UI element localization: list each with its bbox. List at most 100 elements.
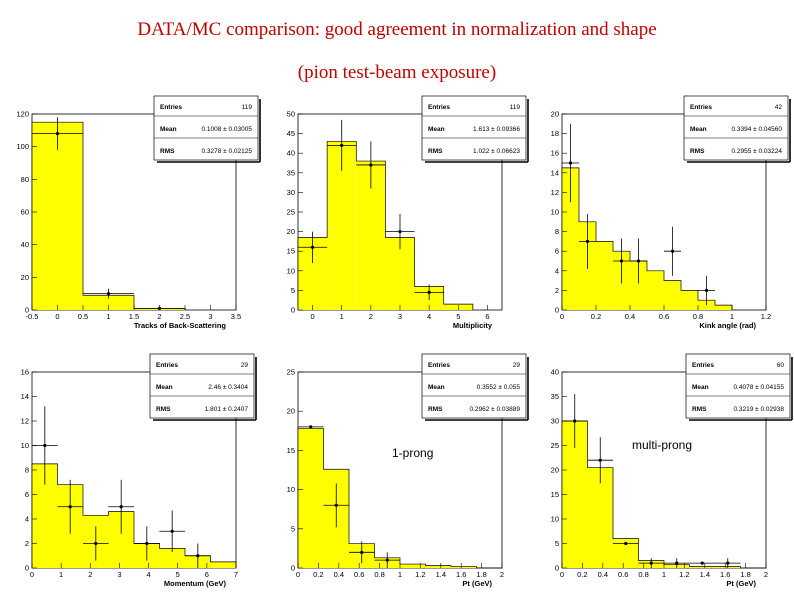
y-tick-label: 45 [287, 129, 295, 138]
y-tick-label: 60 [21, 208, 29, 217]
stats-box [685, 353, 791, 419]
x-tick-label: 1.2 [761, 312, 771, 321]
x-tick-label: 0 [560, 312, 564, 321]
x-tick-label: 0.6 [618, 570, 628, 579]
data-point [675, 561, 679, 565]
stats-label: RMS [690, 148, 705, 155]
mc-bar [385, 237, 415, 310]
mc-bar [681, 290, 698, 310]
x-axis-title: Multiplicity [453, 321, 493, 330]
y-tick-label: 40 [21, 240, 29, 249]
x-tick-label: 2 [88, 570, 92, 579]
data-point [585, 239, 590, 243]
x-tick-label: 1 [59, 570, 63, 579]
x-tick-label: 0.2 [577, 570, 587, 579]
data-point [334, 503, 338, 507]
x-tick-label: 1 [398, 570, 402, 579]
x-tick-label: 1.6 [720, 570, 730, 579]
x-tick-label: 7 [234, 570, 238, 579]
x-tick-label: 1.8 [476, 570, 486, 579]
y-tick-label: 0 [25, 306, 29, 315]
y-tick-label: 120 [16, 110, 29, 119]
stats-label: Mean [160, 126, 177, 133]
data-point [568, 161, 573, 165]
stats-label: Entries [692, 362, 714, 369]
x-axis-title: Momentum (GeV) [164, 579, 227, 588]
stats-box [149, 353, 255, 419]
x-axis-title: Tracks of Back-Scattering [134, 321, 227, 330]
x-tick-label: 1.8 [740, 570, 750, 579]
data-point [340, 143, 344, 147]
stats-value: 0.3219 ± 0.02938 [733, 406, 784, 413]
data-point [360, 550, 364, 554]
mc-bar [689, 566, 715, 568]
mc-outline [297, 141, 474, 310]
x-tick-label: 1 [106, 312, 110, 321]
data-point [624, 541, 628, 546]
mc-outline [297, 428, 502, 569]
x-tick-label: 1.4 [700, 570, 710, 579]
histogram-pt-1-prong: 0 0.2 0.4 0.6 0.8 1 1.2 1.4 1.6 1.8 20510152025Pt … [287, 353, 529, 588]
mc-bar [596, 241, 613, 310]
mc-bar [664, 280, 681, 310]
y-tick-label: 20 [21, 273, 29, 282]
stats-value: 0.3394 ± 0.04560 [731, 126, 782, 133]
x-tick-label: 3 [398, 312, 402, 321]
y-tick-label: 14 [551, 168, 559, 177]
data-point [573, 419, 577, 423]
y-tick-label: 0 [555, 306, 559, 315]
y-tick-label: 10 [21, 441, 29, 450]
x-axis-title: Pt (GeV) [726, 579, 756, 588]
mc-bar [298, 428, 324, 568]
x-tick-label: 4 [146, 570, 150, 579]
x-tick-label: 0.6 [354, 570, 364, 579]
x-tick-label: 1.2 [679, 570, 689, 579]
y-tick-label: 80 [21, 175, 29, 184]
x-tick-label: 0.8 [374, 570, 384, 579]
data-point [670, 249, 675, 253]
x-tick-label: 6 [205, 570, 209, 579]
y-tick-label: 0 [25, 564, 29, 573]
mc-bar [425, 565, 451, 568]
stats-label: Mean [690, 126, 707, 133]
y-tick-label: 15 [287, 446, 295, 455]
data-point [43, 443, 47, 448]
data-point [68, 505, 72, 509]
y-tick-label: 0 [291, 306, 295, 315]
y-tick-label: 5 [555, 539, 559, 548]
mc-bar [562, 167, 579, 310]
mc-bar [32, 122, 83, 311]
x-tick-label: 0.8 [638, 570, 648, 579]
y-tick-label: 100 [16, 142, 29, 151]
stats-box [153, 95, 259, 161]
mc-bar [647, 270, 664, 310]
y-tick-label: 30 [287, 188, 295, 197]
y-tick-label: 10 [287, 485, 295, 494]
y-tick-label: 25 [287, 208, 295, 217]
stats-value: 0.2955 ± 0.03224 [731, 148, 782, 155]
stats-box [421, 353, 527, 419]
y-tick-label: 50 [287, 110, 295, 119]
stats-value: 0.3552 ± 0.055 [477, 384, 521, 391]
stats-label: Entries [160, 104, 182, 111]
y-tick-label: 12 [551, 188, 559, 197]
stats-label: Mean [156, 384, 173, 391]
y-tick-label: 14 [21, 392, 29, 401]
y-tick-label: 16 [551, 149, 559, 158]
x-tick-label: 4 [427, 312, 431, 321]
data-point [619, 259, 624, 263]
y-tick-label: 10 [287, 266, 295, 275]
stats-value: 119 [242, 104, 253, 111]
stats-value: 1.801 ± 0.2407 [205, 406, 249, 413]
x-tick-label: 0.5 [78, 312, 88, 321]
data-point [385, 558, 389, 562]
y-tick-label: 18 [551, 129, 559, 138]
stats-label: Mean [692, 384, 709, 391]
stats-value: 1.613 ± 0.09366 [473, 126, 520, 133]
stats-value: 60 [777, 362, 785, 369]
x-axis-title: Pt (GeV) [462, 579, 492, 588]
data-point [704, 288, 709, 292]
data-point [636, 259, 641, 263]
x-tick-label: 0.4 [625, 312, 635, 321]
